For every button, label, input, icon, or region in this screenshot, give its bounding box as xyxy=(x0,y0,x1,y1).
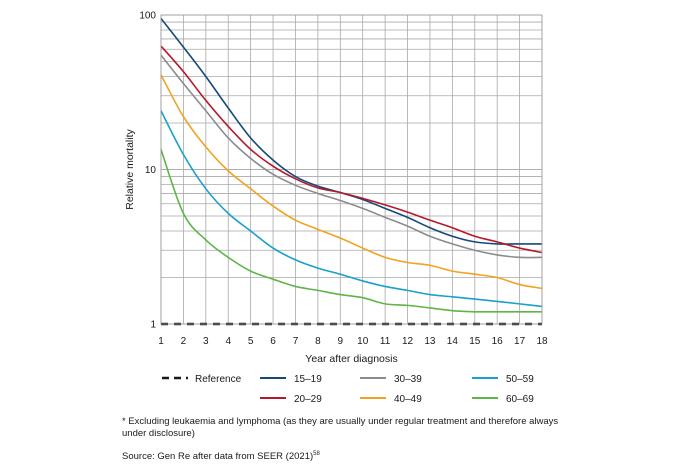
legend-label-3: 40–49 xyxy=(394,394,422,405)
footnote: * Excluding leukaemia and lymphoma (as t… xyxy=(122,416,559,439)
y-axis-title: Relative mortality xyxy=(124,128,136,209)
series-line-5 xyxy=(160,149,542,313)
x-tick-label: 15 xyxy=(469,336,481,347)
x-tick-label: 17 xyxy=(514,336,526,347)
x-tick-label: 14 xyxy=(447,336,459,347)
x-tick-label: 8 xyxy=(315,336,321,347)
legend-label-4: 50–59 xyxy=(506,374,534,385)
y-tick-label: 100 xyxy=(139,11,156,22)
series-line-3 xyxy=(160,74,543,290)
x-tick-label: 7 xyxy=(293,336,299,347)
x-axis-title: Year after diagnosis xyxy=(305,353,397,365)
source-text: Source: Gen Re after data from SEER (202… xyxy=(122,451,314,463)
x-tick-label: 16 xyxy=(492,336,504,347)
x-tick-label: 5 xyxy=(248,336,254,347)
source-superscript: 58 xyxy=(313,451,320,457)
y-tick-label: 1 xyxy=(150,320,156,331)
x-tick-label: 10 xyxy=(357,336,369,347)
x-tick-label: 6 xyxy=(270,336,276,347)
x-tick-label: 11 xyxy=(380,336,391,347)
legend-label-0: 15–19 xyxy=(294,374,322,385)
x-tick-label: 3 xyxy=(203,336,209,347)
x-tick-label: 9 xyxy=(338,336,344,347)
x-tick-label: 13 xyxy=(424,336,436,347)
x-tick-label: 4 xyxy=(225,336,231,347)
x-tick-label: 18 xyxy=(536,336,548,347)
x-tick-label: 2 xyxy=(181,336,187,347)
legend-label-reference: Reference xyxy=(195,374,242,385)
source-note: Source: Gen Re after data from SEER (202… xyxy=(122,448,320,463)
plot-frame xyxy=(160,14,543,325)
legend-label-2: 30–39 xyxy=(394,374,422,385)
legend: Reference 15–19 20–29 30–39 40–49 50–59 60–69 xyxy=(162,374,534,405)
x-tick-label: 12 xyxy=(402,336,414,347)
y-tick-label: 10 xyxy=(145,165,157,176)
series-line-0 xyxy=(160,17,542,245)
legend-label-1: 20–29 xyxy=(294,394,322,405)
series-line-1 xyxy=(160,45,543,254)
legend-label-5: 60–69 xyxy=(506,394,534,405)
x-tick-label: 1 xyxy=(158,336,164,347)
series-line-4 xyxy=(160,110,543,308)
series-line-2 xyxy=(160,54,543,259)
series-layer xyxy=(160,17,543,313)
